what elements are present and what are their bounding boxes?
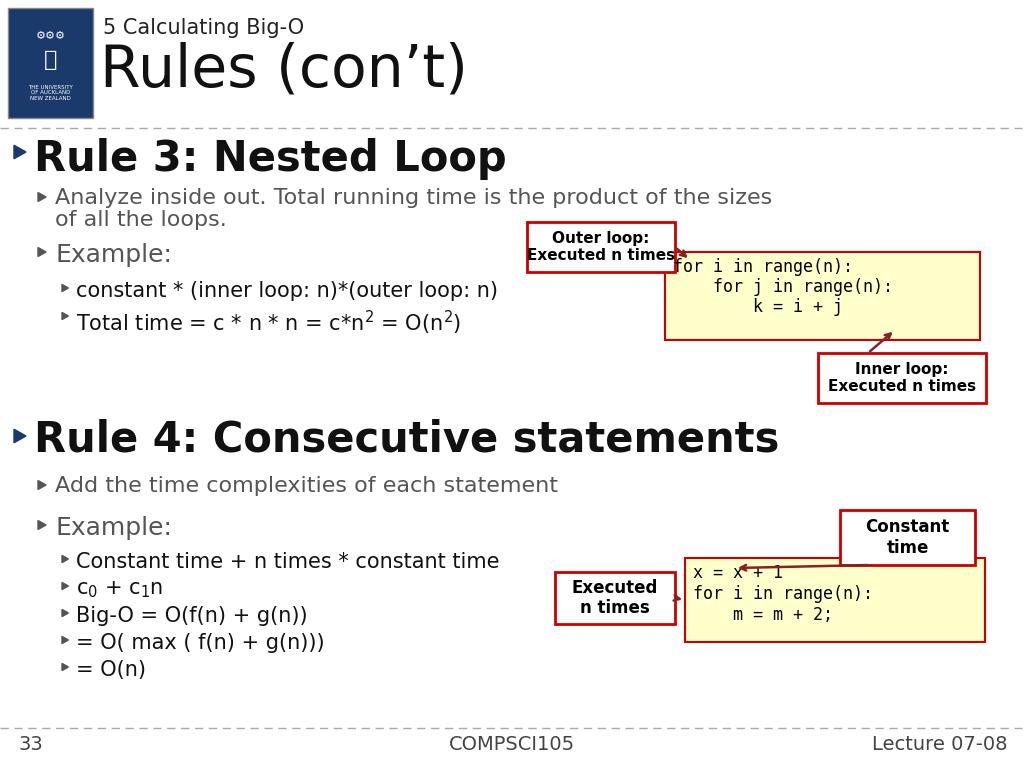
Text: of all the loops.: of all the loops. xyxy=(55,210,226,230)
Text: k = i + j: k = i + j xyxy=(673,298,843,316)
FancyBboxPatch shape xyxy=(685,558,985,642)
Text: c$_0$ + c$_1$n: c$_0$ + c$_1$n xyxy=(76,579,163,600)
Polygon shape xyxy=(62,637,69,644)
Text: 📖: 📖 xyxy=(44,50,57,70)
Polygon shape xyxy=(62,664,69,670)
Text: Executed
n times: Executed n times xyxy=(571,578,658,617)
FancyBboxPatch shape xyxy=(840,510,975,565)
Text: Constant
time: Constant time xyxy=(865,518,949,557)
Text: for i in range(n):: for i in range(n): xyxy=(693,585,873,603)
Text: Lecture 07-08: Lecture 07-08 xyxy=(872,735,1008,754)
Text: Outer loop:
Executed n times: Outer loop: Executed n times xyxy=(527,231,675,263)
Polygon shape xyxy=(14,429,26,442)
Text: ⚙⚙⚙: ⚙⚙⚙ xyxy=(36,31,66,41)
FancyBboxPatch shape xyxy=(665,252,980,340)
Text: Rule 4: Consecutive statements: Rule 4: Consecutive statements xyxy=(34,418,779,460)
Text: m = m + 2;: m = m + 2; xyxy=(693,606,833,624)
FancyBboxPatch shape xyxy=(555,572,675,624)
Polygon shape xyxy=(62,555,69,563)
Text: = O(n): = O(n) xyxy=(76,660,146,680)
FancyBboxPatch shape xyxy=(8,8,93,118)
Text: x = x + 1: x = x + 1 xyxy=(693,564,783,582)
Polygon shape xyxy=(38,521,46,529)
Text: Big-O = O(f(n) + g(n)): Big-O = O(f(n) + g(n)) xyxy=(76,606,307,626)
Text: 5 Calculating Big-O: 5 Calculating Big-O xyxy=(103,18,304,38)
Text: Inner loop:
Executed n times: Inner loop: Executed n times xyxy=(828,362,976,394)
FancyBboxPatch shape xyxy=(818,353,986,403)
Polygon shape xyxy=(14,145,26,159)
Text: constant * (inner loop: n)*(outer loop: n): constant * (inner loop: n)*(outer loop: … xyxy=(76,281,498,301)
Text: Constant time + n times * constant time: Constant time + n times * constant time xyxy=(76,552,500,572)
Polygon shape xyxy=(62,582,69,590)
Text: Example:: Example: xyxy=(55,243,172,267)
Text: Example:: Example: xyxy=(55,516,172,540)
Text: 33: 33 xyxy=(18,735,43,754)
Text: = O( max ( f(n) + g(n))): = O( max ( f(n) + g(n))) xyxy=(76,633,325,653)
Text: COMPSCI105: COMPSCI105 xyxy=(449,735,575,754)
Text: Analyze inside out. Total running time is the product of the sizes: Analyze inside out. Total running time i… xyxy=(55,188,772,208)
FancyBboxPatch shape xyxy=(527,222,675,272)
Text: Rule 3: Nested Loop: Rule 3: Nested Loop xyxy=(34,138,507,180)
Polygon shape xyxy=(38,193,46,201)
Polygon shape xyxy=(62,284,69,292)
Text: for i in range(n):: for i in range(n): xyxy=(673,258,853,276)
Text: Add the time complexities of each statement: Add the time complexities of each statem… xyxy=(55,476,558,496)
Text: Rules (con’t): Rules (con’t) xyxy=(100,42,468,99)
Text: for j in range(n):: for j in range(n): xyxy=(673,278,893,296)
Polygon shape xyxy=(38,247,46,257)
Polygon shape xyxy=(62,609,69,617)
Polygon shape xyxy=(62,313,69,319)
Text: THE UNIVERSITY
OF AUCKLAND
NEW ZEALAND: THE UNIVERSITY OF AUCKLAND NEW ZEALAND xyxy=(28,84,73,101)
Polygon shape xyxy=(38,481,46,489)
Text: Total time = c * n * n = c*n$^2$ = O(n$^2$): Total time = c * n * n = c*n$^2$ = O(n$^… xyxy=(76,309,461,337)
